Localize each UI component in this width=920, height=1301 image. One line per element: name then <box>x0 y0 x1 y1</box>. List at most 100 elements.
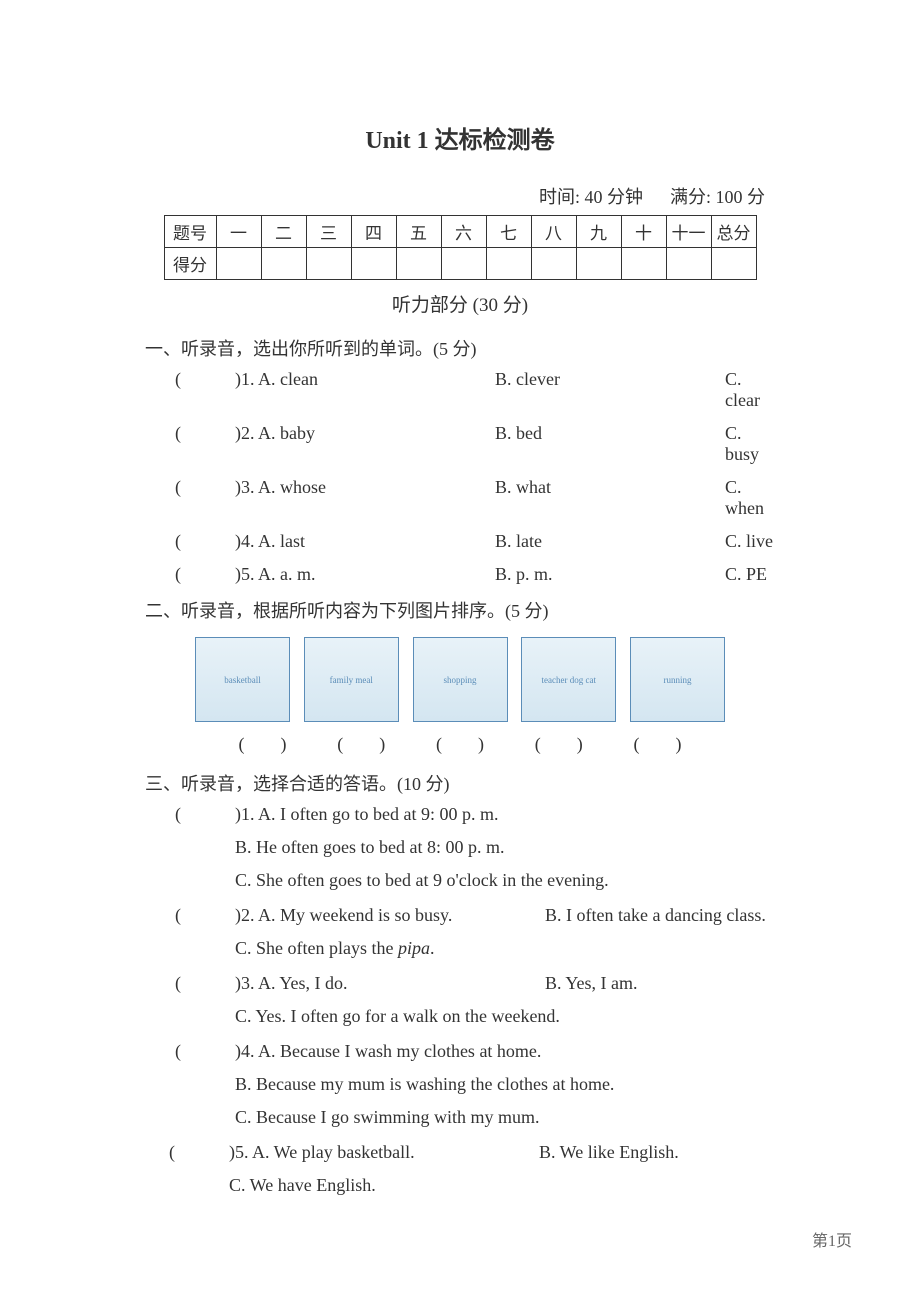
option-a: )5. A. a. m. <box>235 564 495 585</box>
option-a: )4. A. last <box>235 531 495 552</box>
answer-blank[interactable]: ( <box>175 531 235 552</box>
cell-blank[interactable] <box>216 248 261 280</box>
answer-blank[interactable]: ( <box>175 369 235 411</box>
image-placeholder: family meal <box>304 637 399 722</box>
option-c: C. busy <box>725 423 775 465</box>
option-b: B. He often goes to bed at 8: 00 p. m. <box>235 837 775 858</box>
q1-row: ( )1. A. clean B. clever C. clear <box>145 369 775 411</box>
cell: 四 <box>351 216 396 248</box>
listening-heading: 听力部分 (30 分) <box>145 290 775 317</box>
cell: 一 <box>216 216 261 248</box>
s3-q3: ( )3. A. Yes, I do. B. Yes, I am. C. Yes… <box>145 973 775 1027</box>
s3-q2: ( )2. A. My weekend is so busy. B. I oft… <box>145 905 775 959</box>
paren-row: ( ) ( ) ( ) ( ) ( ) <box>145 726 775 770</box>
section1-instruction: 一、听录音，选出你所听到的单词。(5 分) <box>145 335 775 361</box>
image-placeholder: teacher dog cat <box>521 637 616 722</box>
option-a: )3. A. Yes, I do. <box>235 973 545 994</box>
spacer <box>647 187 665 207</box>
option-c: C. We have English. <box>229 1175 775 1196</box>
cell: 二 <box>261 216 306 248</box>
s3-q4: ( )4. A. Because I wash my clothes at ho… <box>145 1041 775 1128</box>
page-number: 第1页 <box>812 1227 852 1251</box>
meta-line: 时间: 40 分钟 满分: 100 分 <box>145 183 775 209</box>
option-b: B. I often take a dancing class. <box>545 905 766 926</box>
option-b: B. p. m. <box>495 564 725 585</box>
answer-blank[interactable]: ( <box>175 804 235 825</box>
cell: 七 <box>486 216 531 248</box>
time-label: 时间: 40 分钟 <box>539 187 643 207</box>
cell-blank[interactable] <box>576 248 621 280</box>
answer-blank[interactable]: ( <box>175 1041 235 1062</box>
option-b: B. We like English. <box>539 1142 679 1163</box>
cell-header: 题号 <box>164 216 216 248</box>
q4-row: ( )4. A. last B. late C. live <box>145 531 775 552</box>
s3-q5: ( )5. A. We play basketball. B. We like … <box>145 1142 775 1196</box>
page-title: Unit 1 达标检测卷 <box>145 120 775 155</box>
cell-blank[interactable] <box>351 248 396 280</box>
answer-blank[interactable]: ( <box>175 564 235 585</box>
cell: 十 <box>621 216 666 248</box>
cell: 六 <box>441 216 486 248</box>
q5-row: ( )5. A. a. m. B. p. m. C. PE <box>145 564 775 585</box>
option-a: )2. A. baby <box>235 423 495 465</box>
image-placeholder: basketball <box>195 637 290 722</box>
answer-blank[interactable]: ( <box>175 973 235 994</box>
section3-instruction: 三、听录音，选择合适的答语。(10 分) <box>145 770 775 796</box>
cell-blank[interactable] <box>306 248 351 280</box>
q2-row: ( )2. A. baby B. bed C. busy <box>145 423 775 465</box>
s3-q1: ( )1. A. I often go to bed at 9: 00 p. m… <box>145 804 775 891</box>
option-b: B. late <box>495 531 725 552</box>
q3-row: ( )3. A. whose B. what C. when <box>145 477 775 519</box>
cell-blank[interactable] <box>711 248 756 280</box>
table-row: 题号 一 二 三 四 五 六 七 八 九 十 十一 总分 <box>164 216 756 248</box>
cell: 八 <box>531 216 576 248</box>
image-placeholder: running <box>630 637 725 722</box>
option-a: )5. A. We play basketball. <box>229 1142 539 1163</box>
option-c: C. Yes. I often go for a walk on the wee… <box>235 1006 775 1027</box>
cell-blank[interactable] <box>261 248 306 280</box>
image-placeholder: shopping <box>413 637 508 722</box>
cell: 总分 <box>711 216 756 248</box>
answer-blank[interactable]: ( <box>175 905 235 926</box>
cell: 十一 <box>666 216 711 248</box>
option-c: C. Because I go swimming with my mum. <box>235 1107 775 1128</box>
option-c: C. She often plays the pipa. <box>235 938 775 959</box>
option-c: C. She often goes to bed at 9 o'clock in… <box>235 870 775 891</box>
option-b: B. Yes, I am. <box>545 973 638 994</box>
score-table: 题号 一 二 三 四 五 六 七 八 九 十 十一 总分 得分 <box>164 215 757 280</box>
cell: 九 <box>576 216 621 248</box>
answer-blank[interactable]: ( ) <box>413 730 508 756</box>
answer-blank[interactable]: ( <box>169 1142 229 1163</box>
section2-instruction: 二、听录音，根据所听内容为下列图片排序。(5 分) <box>145 597 775 623</box>
option-c: C. when <box>725 477 775 519</box>
cell-blank[interactable] <box>531 248 576 280</box>
cell-blank[interactable] <box>441 248 486 280</box>
answer-blank[interactable]: ( <box>175 477 235 519</box>
option-c: C. clear <box>725 369 775 411</box>
option-b: B. Because my mum is washing the clothes… <box>235 1074 775 1095</box>
option-c: C. PE <box>725 564 775 585</box>
option-a: )1. A. clean <box>235 369 495 411</box>
cell-blank[interactable] <box>396 248 441 280</box>
answer-blank[interactable]: ( <box>175 423 235 465</box>
option-b: B. what <box>495 477 725 519</box>
cell: 三 <box>306 216 351 248</box>
image-row: basketball family meal shopping teacher … <box>145 631 775 726</box>
option-a: )3. A. whose <box>235 477 495 519</box>
full-score-label: 满分: 100 分 <box>670 187 765 207</box>
option-b: B. clever <box>495 369 725 411</box>
option-a: )4. A. Because I wash my clothes at home… <box>235 1041 541 1062</box>
option-b: B. bed <box>495 423 725 465</box>
answer-blank[interactable]: ( ) <box>610 730 705 756</box>
answer-blank[interactable]: ( ) <box>314 730 409 756</box>
cell: 五 <box>396 216 441 248</box>
cell-blank[interactable] <box>486 248 531 280</box>
cell-blank[interactable] <box>666 248 711 280</box>
answer-blank[interactable]: ( ) <box>215 730 310 756</box>
answer-blank[interactable]: ( ) <box>511 730 606 756</box>
option-c: C. live <box>725 531 775 552</box>
cell-blank[interactable] <box>621 248 666 280</box>
option-a: )2. A. My weekend is so busy. <box>235 905 545 926</box>
table-row: 得分 <box>164 248 756 280</box>
cell-header: 得分 <box>164 248 216 280</box>
